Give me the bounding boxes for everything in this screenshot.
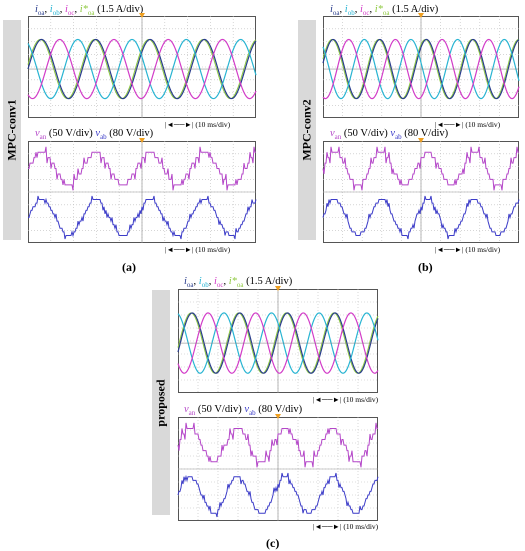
side-label-c: proposed [152,290,170,515]
side-label-b: MPC-conv2 [298,20,316,240]
time-div-b2: |◄──►| (10 ms/div) [435,245,501,254]
series-line-ioc [177,312,379,374]
time-div-c2: |◄──►| (10 ms/div) [313,522,379,531]
voltage-scope-b [322,138,520,243]
series-line-vab [28,195,257,240]
trigger-marker [275,414,281,419]
panel-b: MPC-conv2 ioa, iob, ioc, i*oa (1.5 A/div… [295,0,525,274]
side-label-a: MPC-conv1 [3,20,21,240]
sub-label-c: (c) [266,536,280,550]
series-line-iob [322,38,520,100]
current-scope-c [177,286,379,393]
current-caption-b: ioa, iob, ioc, i*oa (1.5 A/div) [330,4,439,18]
trigger-marker [418,13,424,18]
series-line-ioa-ref [177,312,379,374]
series-line-van [177,422,378,468]
voltage-caption-a: van (50 V/div) vab (80 V/div) [35,128,154,142]
series-line-iob [177,312,379,374]
current-caption-a: ioa, iob, ioc, i*oa (1.5 A/div) [35,4,144,18]
series-line-ioa [322,38,520,100]
sub-label-a: (a) [122,260,136,274]
time-div-a2: |◄──►| (10 ms/div) [165,245,231,254]
series-line-ioa-ref [27,38,257,100]
current-scope-b [322,13,520,118]
series-line-iob [27,38,257,100]
series-line-vab [322,195,520,240]
trigger-marker [139,138,145,143]
sub-label-b: (b) [418,260,433,274]
series-line-vab [177,472,379,518]
current-caption-c: ioa, iob, ioc, i*oa (1.5 A/div) [184,276,293,290]
trigger-marker [139,13,145,18]
trigger-marker [275,286,281,291]
series-line-ioc [322,38,520,100]
series-line-ioa [177,312,379,374]
time-div-a1: |◄──►| (10 ms/div) [165,120,231,129]
voltage-scope-a [28,138,257,243]
panel-a: MPC-conv1 ioa, iob, ioc, i*oa (1.5 A/div… [0,0,262,274]
trigger-marker [418,138,424,143]
current-scope-a [27,13,257,118]
time-div-b1: |◄──►| (10 ms/div) [435,120,501,129]
voltage-scope-c [177,414,379,521]
series-line-van [28,146,256,191]
panel-c: proposed ioa, iob, ioc, i*oa (1.5 A/div)… [148,272,388,550]
series-line-ioc [27,38,257,100]
voltage-caption-b: van (50 V/div) vab (80 V/div) [330,128,449,142]
voltage-caption-c: van (50 V/div) vab (80 V/div) [184,404,303,418]
time-div-c1: |◄──►| (10 ms/div) [313,395,379,404]
series-line-van [322,146,519,191]
